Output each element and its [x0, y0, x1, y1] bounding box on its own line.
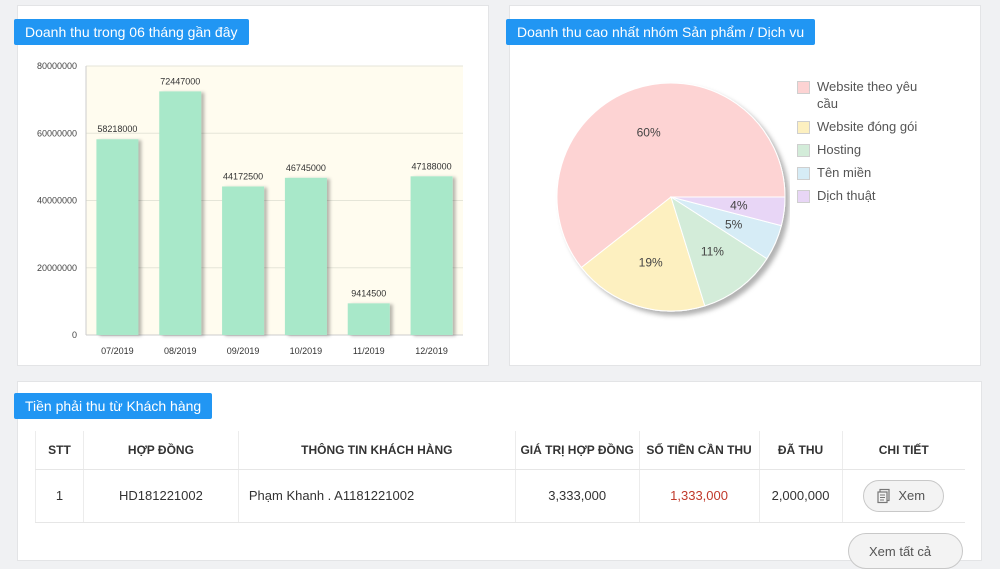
bar-value-label: 46745000: [286, 163, 326, 173]
top-revenue-pie-panel: Doanh thu cao nhất nhóm Sản phẩm / Dịch …: [506, 5, 981, 366]
x-tick-label: 08/2019: [164, 346, 197, 356]
legend-swatch: [797, 81, 810, 94]
pie-slices: [556, 82, 786, 312]
x-tick-label: 11/2019: [353, 346, 385, 356]
y-tick-label: 60000000: [37, 128, 77, 138]
col-paid: ĐÃ THU: [759, 431, 843, 470]
row-customer: Phạm Khanh . A1181221002: [238, 469, 516, 523]
legend-item: Website đóng gói: [797, 118, 927, 135]
pie-slice-label: 11%: [701, 244, 724, 258]
bar: [222, 186, 265, 335]
y-tick-label: 20000000: [37, 263, 77, 273]
legend-swatch: [797, 144, 810, 157]
legend-label: Website đóng gói: [817, 119, 918, 134]
y-tick-label: 0: [72, 330, 77, 340]
bar-value-label: 58218000: [97, 124, 137, 134]
col-contract: HỢP ĐỒNG: [83, 431, 239, 470]
legend-label: Website theo yêu cầu: [817, 79, 918, 111]
receivables-table: STT HỢP ĐỒNG THÔNG TIN KHÁCH HÀNG GIÁ TR…: [35, 431, 965, 523]
bar-value-label: 44172500: [223, 171, 263, 181]
legend-item: Website theo yêu cầu: [797, 78, 927, 112]
pie-slice-label: 19%: [639, 255, 663, 269]
x-tick-label: 10/2019: [290, 346, 323, 356]
col-value: GIÁ TRỊ HỢP ĐỒNG: [515, 431, 640, 470]
view-detail-label: Xem: [898, 488, 926, 503]
legend-label: Hosting: [817, 142, 862, 157]
pie-slice-label: 5%: [725, 217, 743, 231]
bar-panel-title: Doanh thu trong 06 tháng gần đây: [14, 19, 249, 45]
y-tick-label: 80000000: [37, 61, 77, 71]
legend-label: Dịch thuật: [817, 188, 876, 203]
x-tick-label: 07/2019: [101, 346, 134, 356]
legend-label: Tên miền: [817, 165, 872, 180]
col-customer: THÔNG TIN KHÁCH HÀNG: [238, 431, 516, 470]
col-detail: CHI TIẾT: [842, 431, 965, 470]
col-stt: STT: [35, 431, 84, 470]
bar: [159, 91, 202, 335]
row-due: 1,333,000: [639, 469, 760, 523]
pie-slice-label: 60%: [637, 125, 661, 139]
pie-slice-label: 4%: [730, 199, 748, 213]
bar-value-label: 47188000: [412, 161, 452, 171]
legend-item: Tên miền: [797, 164, 927, 181]
bar: [96, 139, 139, 335]
y-tick-label: 40000000: [37, 196, 77, 206]
revenue-bar-chart: 0 20000000 40000000 60000000 80000000 5821800…: [37, 61, 463, 356]
receivables-panel-title: Tiền phải thu từ Khách hàng: [14, 393, 213, 419]
revenue-bar-panel: Doanh thu trong 06 tháng gần đây 0 200000…: [14, 5, 489, 366]
legend-swatch: [797, 167, 810, 180]
pie-slice: [670, 196, 786, 227]
row-stt: 1: [35, 469, 84, 523]
receipt-icon: [877, 488, 890, 503]
pie-panel-title: Doanh thu cao nhất nhóm Sản phẩm / Dịch …: [506, 19, 816, 45]
table-row: 1 HD181221002 Phạm Khanh . A1181221002 3…: [35, 469, 965, 523]
row-contract: HD181221002: [83, 469, 239, 523]
receivables-panel: Tiền phải thu từ Khách hàng STT HỢP ĐỒNG…: [14, 381, 982, 569]
pie-legend: Website theo yêu cầu Website đóng gói Host…: [797, 78, 927, 210]
pie-slice: [670, 195, 768, 307]
x-tick-label: 12/2019: [415, 346, 448, 356]
pie-slice: [556, 82, 786, 269]
row-value: 3,333,000: [515, 469, 640, 523]
bar: [284, 177, 327, 335]
bar-value-label: 9414500: [351, 288, 386, 298]
col-due: SỐ TIỀN CẦN THU: [639, 431, 760, 470]
top-revenue-pie-chart: 60% 19% 11%5% 4%: [556, 82, 786, 312]
bar: [410, 176, 453, 335]
row-detail-cell: Xem: [842, 469, 965, 523]
legend-swatch: [797, 190, 810, 203]
x-tick-label: 09/2019: [227, 346, 260, 356]
view-detail-button[interactable]: Xem: [863, 479, 945, 512]
row-paid: 2,000,000: [759, 469, 843, 523]
bar: [347, 303, 390, 335]
legend-item: Dịch thuật: [797, 187, 927, 204]
bar-value-label: 72447000: [160, 76, 200, 86]
table-header-row: STT HỢP ĐỒNG THÔNG TIN KHÁCH HÀNG GIÁ TR…: [35, 431, 965, 470]
legend-item: Hosting: [797, 141, 927, 158]
view-all-button[interactable]: Xem tất cả: [848, 533, 963, 569]
legend-swatch: [797, 121, 810, 134]
pie-slice: [580, 196, 706, 312]
